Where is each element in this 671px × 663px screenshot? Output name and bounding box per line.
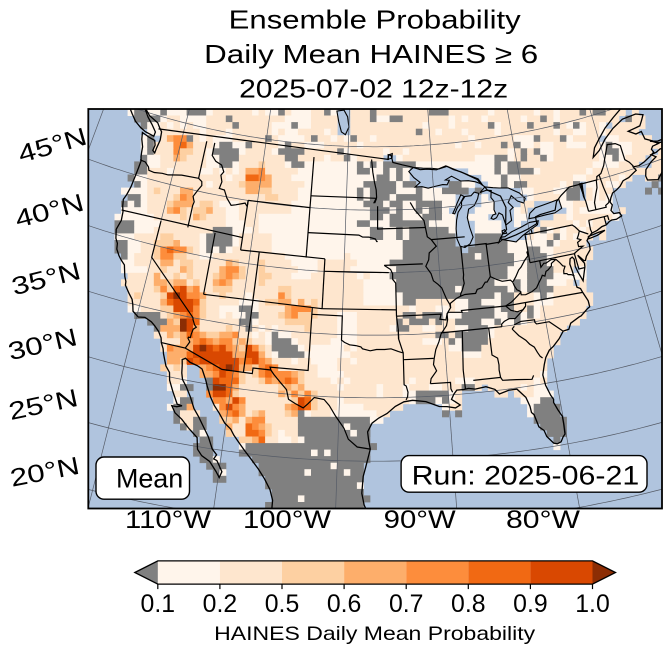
svg-text:Daily Mean HAINES ≥ 6: Daily Mean HAINES ≥ 6 bbox=[204, 39, 538, 69]
svg-text:Mean: Mean bbox=[116, 464, 183, 494]
svg-text:90°W: 90°W bbox=[384, 506, 456, 534]
svg-text:110°W: 110°W bbox=[125, 506, 211, 534]
svg-text:100°W: 100°W bbox=[243, 506, 331, 534]
svg-text:Ensemble Probability: Ensemble Probability bbox=[229, 5, 521, 35]
svg-text:0.2: 0.2 bbox=[203, 590, 238, 618]
svg-text:80°W: 80°W bbox=[506, 506, 580, 534]
svg-text:0.9: 0.9 bbox=[513, 590, 548, 618]
svg-text:1.0: 1.0 bbox=[575, 590, 610, 618]
svg-text:0.6: 0.6 bbox=[327, 590, 362, 618]
svg-text:0.1: 0.1 bbox=[141, 590, 176, 618]
svg-text:0.5: 0.5 bbox=[265, 590, 300, 618]
svg-text:2025-07-02 12z-12z: 2025-07-02 12z-12z bbox=[239, 73, 508, 103]
svg-text:0.8: 0.8 bbox=[451, 590, 486, 618]
svg-text:0.7: 0.7 bbox=[389, 590, 424, 618]
svg-text:HAINES Daily Mean Probability: HAINES Daily Mean Probability bbox=[214, 623, 535, 645]
svg-text:Run: 2025-06-21: Run: 2025-06-21 bbox=[412, 460, 640, 490]
